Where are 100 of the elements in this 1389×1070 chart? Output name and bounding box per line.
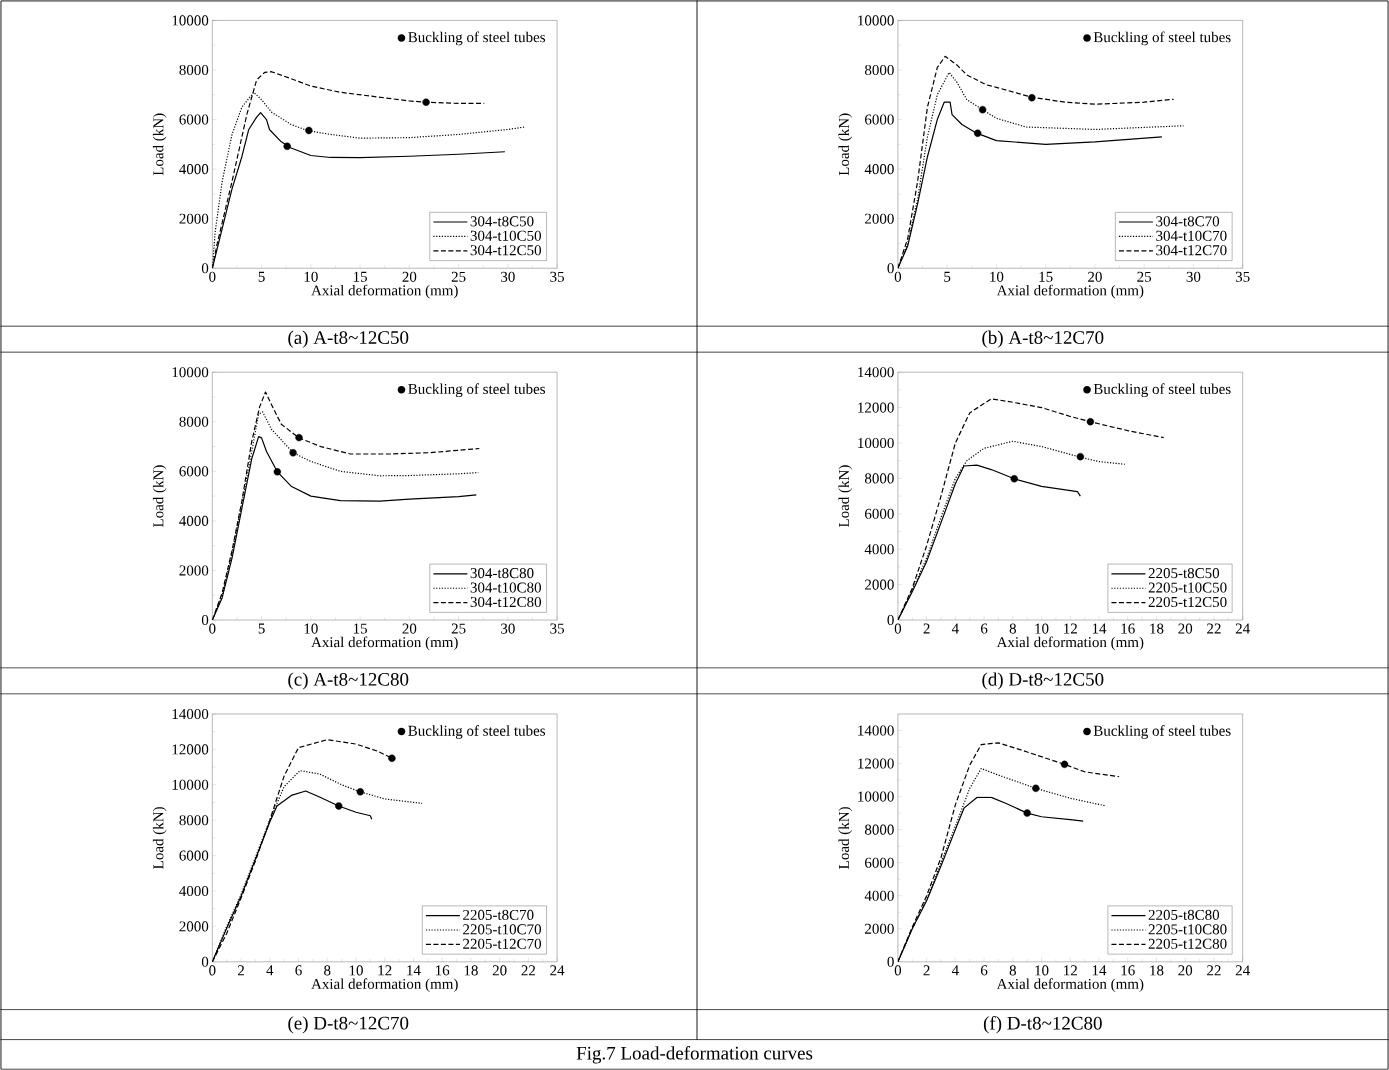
- y-axis-title: Load (kN): [838, 113, 853, 176]
- legend-label: 2205-t8C70: [463, 909, 534, 921]
- y-tick-label: 8000: [179, 416, 209, 427]
- y-tick-label: 0: [887, 956, 894, 967]
- x-axis-title: Axial deformation (mm): [311, 284, 458, 299]
- y-tick-label: 10000: [858, 791, 894, 802]
- x-axis-title: Axial deformation (mm): [311, 978, 458, 993]
- legend-label: Buckling of steel tubes: [408, 31, 546, 46]
- x-tick-label: 16: [1121, 965, 1135, 976]
- x-tick-label: 12: [1064, 623, 1077, 634]
- y-tick-label: 6000: [865, 508, 894, 519]
- x-tick-label: 8: [324, 965, 331, 976]
- text: (c) A-t8~12C80: [288, 672, 409, 690]
- x-tick-label: 22: [1207, 965, 1221, 976]
- x-tick-label: 16: [435, 965, 450, 976]
- legend-label: 304-t10C70: [1156, 230, 1227, 241]
- y-tick-label: 6000: [865, 857, 894, 868]
- y-axis-title: Load (kN): [152, 113, 167, 176]
- text: (b) A-t8~12C70: [982, 330, 1104, 348]
- y-tick-label: 0: [201, 263, 209, 274]
- y-tick-label: 4000: [179, 515, 209, 527]
- legend-label: 304-t8C80: [470, 568, 534, 579]
- y-tick-label: 8000: [864, 473, 894, 484]
- x-tick-label: 2: [237, 965, 244, 976]
- y-axis-title: Load (kN): [152, 465, 167, 528]
- y-axis-title: Load (kN): [838, 807, 853, 870]
- caption: Fig.7 Load-deformation curves: [576, 1046, 813, 1064]
- x-tick-label: 6: [295, 965, 302, 976]
- x-tick-label: 10: [349, 965, 363, 976]
- x-tick-label: 5: [258, 623, 265, 634]
- y-tick-label: 2000: [179, 213, 209, 224]
- y-axis-title: Load (kN): [838, 465, 853, 528]
- x-tick-label: 24: [1235, 965, 1250, 976]
- y-tick-label: 0: [201, 615, 209, 626]
- x-tick-label: 15: [353, 623, 367, 634]
- y-tick-label: 4000: [179, 886, 209, 897]
- y-tick-label: 4000: [864, 544, 894, 555]
- x-tick-label: 20: [402, 271, 417, 283]
- y-tick-label: 4000: [864, 890, 894, 901]
- x-tick-label: 15: [1039, 271, 1053, 282]
- y-tick-label: 2000: [865, 213, 894, 224]
- x-tick-label: 15: [353, 271, 367, 282]
- y-tick-label: 8000: [179, 65, 209, 76]
- x-axis-title: Axial deformation (mm): [996, 636, 1144, 651]
- x-tick-label: 18: [1150, 965, 1164, 976]
- legend-label: 304-t8C70: [1156, 216, 1220, 227]
- y-tick-label: 10000: [172, 779, 209, 790]
- x-tick-label: 35: [550, 623, 565, 634]
- x-tick-label: 22: [1207, 623, 1221, 634]
- x-tick-label: 30: [1186, 271, 1201, 283]
- legend-label: Buckling of steel tubes: [408, 383, 546, 398]
- legend-label: 2205-t8C50: [1148, 568, 1220, 579]
- x-tick-label: 25: [451, 623, 466, 634]
- legend-label: Buckling of steel tubes: [408, 725, 546, 739]
- x-tick-label: 4: [951, 965, 959, 976]
- y-tick-label: 8000: [179, 815, 209, 826]
- y-tick-label: 8000: [864, 65, 894, 76]
- y-tick-label: 2000: [179, 921, 209, 932]
- x-tick-label: 18: [1150, 623, 1164, 634]
- legend-label: 304-t10C50: [470, 230, 542, 241]
- x-tick-label: 20: [1178, 623, 1193, 634]
- x-axis-title: Axial deformation (mm): [311, 636, 458, 651]
- x-tick-label: 0: [894, 623, 902, 634]
- x-tick-label: 25: [451, 271, 466, 282]
- y-axis-title: Load (kN): [152, 807, 167, 870]
- text: (e) D-t8~12C70: [288, 1016, 409, 1034]
- y-tick-label: 12000: [858, 402, 894, 413]
- x-tick-label: 10: [304, 623, 318, 634]
- y-tick-label: 6000: [179, 114, 209, 125]
- legend-label: Buckling of steel tubes: [1093, 383, 1231, 398]
- y-tick-label: 6000: [179, 850, 209, 861]
- legend-label: 2205-t8C80: [1148, 909, 1220, 921]
- y-tick-label: 12000: [172, 744, 209, 755]
- x-tick-label: 35: [550, 271, 565, 282]
- y-tick-label: 6000: [179, 466, 209, 477]
- legend-label: 304-t10C80: [470, 582, 542, 593]
- y-tick-label: 0: [887, 615, 894, 626]
- x-tick-label: 14: [1092, 965, 1107, 976]
- x-tick-label: 24: [1235, 623, 1250, 634]
- x-tick-label: 6: [980, 965, 988, 976]
- y-tick-label: 2000: [865, 579, 894, 590]
- x-tick-label: 30: [501, 623, 515, 634]
- x-tick-label: 2: [923, 965, 930, 976]
- x-tick-label: 20: [1088, 271, 1102, 283]
- x-tick-label: 12: [378, 965, 392, 976]
- x-tick-label: 35: [1235, 271, 1250, 282]
- x-tick-label: 16: [1121, 623, 1135, 634]
- legend-label: 304-t12C50: [470, 245, 542, 256]
- x-tick-label: 6: [980, 623, 988, 634]
- x-axis-title: Axial deformation (mm): [996, 978, 1144, 993]
- x-tick-label: 20: [492, 965, 507, 976]
- legend-label: Buckling of steel tubes: [1093, 725, 1231, 739]
- x-tick-label: 20: [402, 623, 417, 634]
- x-tick-label: 5: [944, 271, 951, 282]
- legend-label: 304-t12C80: [470, 597, 542, 608]
- x-tick-label: 24: [550, 965, 565, 976]
- y-tick-label: 14000: [172, 709, 209, 720]
- text: (d) D-t8~12C50: [982, 672, 1104, 690]
- x-tick-label: 10: [1035, 965, 1049, 976]
- legend-label: 2205-t12C50: [1148, 597, 1227, 608]
